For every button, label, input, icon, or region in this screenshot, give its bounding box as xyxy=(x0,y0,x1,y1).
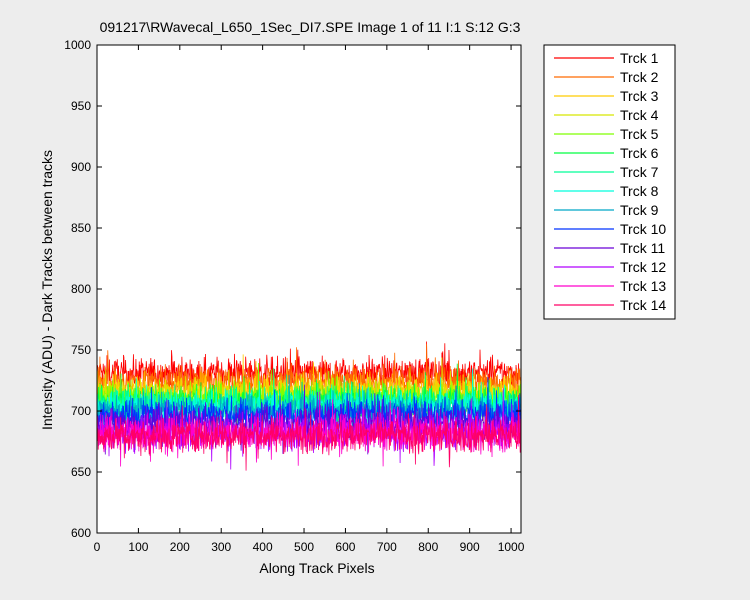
y-tick-label: 700 xyxy=(71,404,91,418)
x-tick-label: 0 xyxy=(94,540,101,554)
legend-label: Trck 12 xyxy=(620,259,666,275)
y-tick-label: 1000 xyxy=(64,38,91,52)
y-tick-label: 850 xyxy=(71,221,91,235)
legend-label: Trck 1 xyxy=(620,50,659,66)
y-tick-label: 950 xyxy=(71,99,91,113)
x-tick-label: 700 xyxy=(377,540,397,554)
legend-label: Trck 10 xyxy=(620,221,666,237)
series-group xyxy=(97,341,521,471)
y-tick-label: 800 xyxy=(71,282,91,296)
plot-background xyxy=(97,45,521,533)
x-tick-label: 200 xyxy=(170,540,190,554)
x-tick-label: 900 xyxy=(460,540,480,554)
legend-label: Trck 5 xyxy=(620,126,659,142)
y-axis-label: Intensity (ADU) - Dark Tracks between tr… xyxy=(39,150,55,430)
legend-label: Trck 2 xyxy=(620,69,659,85)
legend-label: Trck 4 xyxy=(620,107,659,123)
x-tick-label: 600 xyxy=(335,540,355,554)
plot-area xyxy=(97,45,521,533)
x-tick-label: 800 xyxy=(418,540,438,554)
legend-label: Trck 3 xyxy=(620,88,659,104)
y-tick-label: 650 xyxy=(71,465,91,479)
legend-label: Trck 11 xyxy=(620,240,665,256)
x-tick-label: 500 xyxy=(294,540,314,554)
legend-box xyxy=(543,44,676,320)
legend-label: Trck 6 xyxy=(620,145,659,161)
legend-label: Trck 8 xyxy=(620,183,659,199)
legend-label: Trck 14 xyxy=(620,297,666,313)
x-tick-label: 300 xyxy=(211,540,231,554)
x-tick-label: 400 xyxy=(253,540,273,554)
y-tick-label: 600 xyxy=(71,526,91,540)
y-tick-label: 900 xyxy=(71,160,91,174)
y-tick-label: 750 xyxy=(71,343,91,357)
x-tick-label: 1000 xyxy=(498,540,525,554)
x-tick-label: 100 xyxy=(128,540,148,554)
x-axis-label: Along Track Pixels xyxy=(259,560,374,576)
axes: 0 100 200 300 400 500 600 700 800 900 1000 600 650 70… xyxy=(64,38,524,554)
legend-label: Trck 7 xyxy=(620,164,659,180)
chart-title: 091217\RWavecal_L650_1Sec_DI7.SPE Image … xyxy=(100,19,521,35)
series-line-7 xyxy=(97,367,521,433)
legend-label: Trck 13 xyxy=(620,278,666,294)
legend: Trck 1 Trck 2 Trck 3 Trck 4 Trck 5 Trck 6 Trck… xyxy=(543,44,676,320)
series-line-14 xyxy=(97,394,521,471)
legend-label: Trck 9 xyxy=(620,202,659,218)
